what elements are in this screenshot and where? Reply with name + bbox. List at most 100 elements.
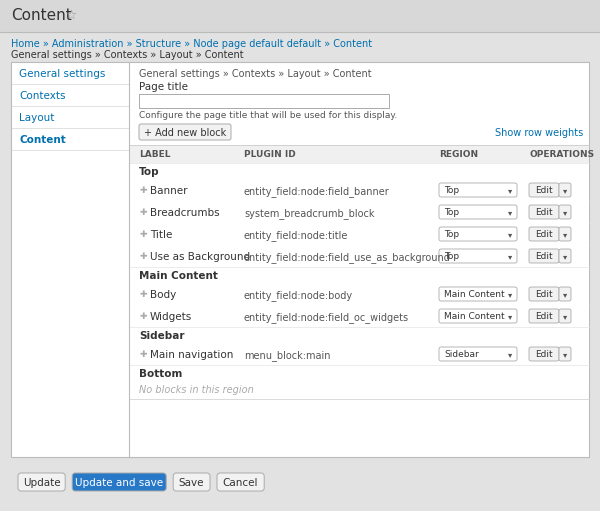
Text: Body: Body <box>150 290 176 300</box>
FancyBboxPatch shape <box>439 227 517 241</box>
Text: OPERATIONS: OPERATIONS <box>529 150 594 159</box>
Bar <box>11 62 589 457</box>
Bar <box>129 327 589 343</box>
Text: Content: Content <box>19 135 66 145</box>
Bar <box>129 343 589 365</box>
Text: Edit: Edit <box>535 252 553 261</box>
Bar <box>129 163 589 179</box>
Bar <box>129 365 589 381</box>
Text: entity_field:node:title: entity_field:node:title <box>244 230 349 241</box>
Text: Edit: Edit <box>535 208 553 217</box>
FancyBboxPatch shape <box>529 347 559 361</box>
Bar <box>0 0 600 32</box>
Text: Main Content: Main Content <box>139 271 218 281</box>
Bar <box>139 94 389 108</box>
FancyBboxPatch shape <box>559 227 571 241</box>
Text: entity_field:node:field_banner: entity_field:node:field_banner <box>244 186 390 197</box>
Text: ✚: ✚ <box>139 252 146 261</box>
Text: Page title: Page title <box>139 82 188 92</box>
Text: ▾: ▾ <box>563 252 567 261</box>
Text: ▾: ▾ <box>508 312 512 321</box>
Text: entity_field:node:field_use_as_background: entity_field:node:field_use_as_backgroun… <box>244 252 451 263</box>
Text: + Add new block: + Add new block <box>144 128 226 138</box>
Text: Sidebar: Sidebar <box>444 350 479 359</box>
FancyBboxPatch shape <box>529 205 559 219</box>
Text: Edit: Edit <box>535 312 553 321</box>
FancyBboxPatch shape <box>72 473 166 491</box>
Text: Widgets: Widgets <box>150 312 192 322</box>
Bar <box>0 32 600 62</box>
Text: PLUGIN ID: PLUGIN ID <box>244 150 296 159</box>
FancyBboxPatch shape <box>439 249 517 263</box>
Bar <box>129 305 589 327</box>
Text: ▾: ▾ <box>508 252 512 261</box>
Text: Contexts: Contexts <box>19 91 65 101</box>
Text: ▾: ▾ <box>508 186 512 195</box>
FancyBboxPatch shape <box>217 473 264 491</box>
Text: ▾: ▾ <box>563 230 567 239</box>
FancyBboxPatch shape <box>559 309 571 323</box>
Text: Main Content: Main Content <box>444 312 505 321</box>
Text: ▾: ▾ <box>563 290 567 299</box>
Text: Main Content: Main Content <box>444 290 505 299</box>
Text: Edit: Edit <box>535 350 553 359</box>
FancyBboxPatch shape <box>439 347 517 361</box>
Text: Update and save: Update and save <box>75 478 163 488</box>
FancyBboxPatch shape <box>559 249 571 263</box>
Text: Home » Administration » Structure » Node page default default » Content: Home » Administration » Structure » Node… <box>11 39 372 49</box>
FancyBboxPatch shape <box>529 249 559 263</box>
Text: Content: Content <box>11 8 72 23</box>
Bar <box>129 283 589 305</box>
Text: Edit: Edit <box>535 186 553 195</box>
Text: ✚: ✚ <box>139 350 146 359</box>
Text: General settings: General settings <box>19 69 106 79</box>
Text: General settings » Contexts » Layout » Content: General settings » Contexts » Layout » C… <box>139 69 371 79</box>
Text: ▾: ▾ <box>508 208 512 217</box>
FancyBboxPatch shape <box>529 227 559 241</box>
Bar <box>129 223 589 245</box>
Text: ✚: ✚ <box>139 230 146 239</box>
Text: ▾: ▾ <box>563 186 567 195</box>
Text: LABEL: LABEL <box>139 150 170 159</box>
Text: entity_field:node:field_oc_widgets: entity_field:node:field_oc_widgets <box>244 312 409 323</box>
Text: Title: Title <box>150 230 172 240</box>
FancyBboxPatch shape <box>529 287 559 301</box>
Text: Layout: Layout <box>19 113 55 123</box>
Bar <box>129 179 589 201</box>
FancyBboxPatch shape <box>559 287 571 301</box>
Text: Configure the page title that will be used for this display.: Configure the page title that will be us… <box>139 111 397 120</box>
Text: Use as Background: Use as Background <box>150 252 250 262</box>
FancyBboxPatch shape <box>559 347 571 361</box>
Bar <box>129 267 589 283</box>
FancyBboxPatch shape <box>439 205 517 219</box>
FancyBboxPatch shape <box>529 309 559 323</box>
Text: Cancel: Cancel <box>223 478 259 488</box>
Text: Breadcrumbs: Breadcrumbs <box>150 208 220 218</box>
Text: Sidebar: Sidebar <box>139 331 185 341</box>
Text: Main navigation: Main navigation <box>150 350 233 360</box>
Text: menu_block:main: menu_block:main <box>244 350 331 361</box>
Text: entity_field:node:body: entity_field:node:body <box>244 290 353 301</box>
FancyBboxPatch shape <box>439 183 517 197</box>
Text: Update: Update <box>23 478 61 488</box>
Text: No blocks in this region: No blocks in this region <box>139 385 254 395</box>
Text: Top: Top <box>444 252 459 261</box>
Text: ▾: ▾ <box>508 290 512 299</box>
Text: ▾: ▾ <box>508 230 512 239</box>
FancyBboxPatch shape <box>18 473 65 491</box>
Text: ▾: ▾ <box>563 312 567 321</box>
Text: system_breadcrumb_block: system_breadcrumb_block <box>244 208 374 219</box>
Text: ▾: ▾ <box>508 350 512 359</box>
Text: ✚: ✚ <box>139 186 146 195</box>
Text: ☆: ☆ <box>65 9 76 22</box>
FancyBboxPatch shape <box>559 205 571 219</box>
FancyBboxPatch shape <box>173 473 210 491</box>
Bar <box>129 245 589 267</box>
Text: ▾: ▾ <box>563 208 567 217</box>
Text: ✚: ✚ <box>139 290 146 299</box>
Text: Show row weights: Show row weights <box>495 128 583 138</box>
Text: ✚: ✚ <box>139 312 146 321</box>
Text: General settings » Contexts » Layout » Content: General settings » Contexts » Layout » C… <box>11 50 244 60</box>
Bar <box>129 145 589 163</box>
Text: ✚: ✚ <box>139 208 146 217</box>
